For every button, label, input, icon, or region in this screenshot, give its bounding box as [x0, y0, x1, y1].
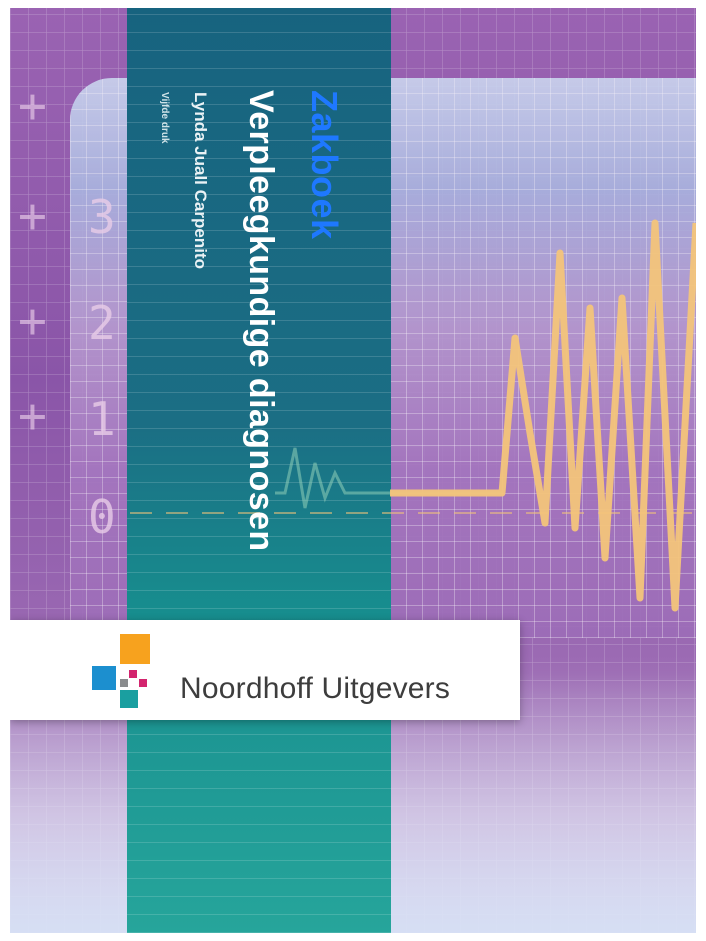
publisher-logo-icon — [92, 634, 164, 708]
plus-marker: + — [18, 293, 47, 349]
plus-marker: + — [18, 388, 47, 444]
author-name: Lynda Juall Carpenito — [191, 92, 210, 269]
publisher-name: Noordhoff Uitgevers — [180, 672, 451, 705]
book-cover: + + + + 3 2 1 0 Zakboek Verpleegkundige … — [10, 8, 696, 933]
plus-marker: + — [18, 78, 47, 134]
edition-label: Vijfde druk — [159, 92, 170, 144]
scale-number: 2 — [88, 296, 116, 350]
ecg-waveform — [130, 219, 696, 612]
scale-number: 0 — [88, 490, 116, 544]
publisher-banner: Noordhoff Uitgevers — [10, 620, 520, 720]
plus-marker: + — [18, 188, 47, 244]
scale-number: 3 — [88, 190, 116, 244]
scale-number: 1 — [88, 392, 116, 446]
book-title: Verpleegkundige diagnosen — [242, 90, 280, 552]
teal-spine-band — [127, 8, 391, 933]
series-title: Zakboek — [304, 90, 345, 240]
